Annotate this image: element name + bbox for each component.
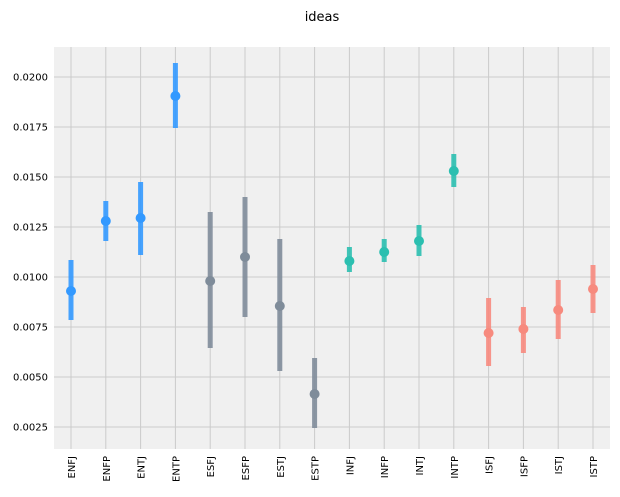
y-tick-label: 0.0100: [13, 273, 48, 284]
y-tick-label: 0.0125: [13, 223, 48, 234]
data-point: [170, 91, 181, 101]
y-tick-label: 0.0050: [13, 373, 48, 384]
x-tick-label: ENFP: [102, 456, 113, 482]
y-axis-ticks: 0.0025 0.0050 0.0075 0.0100 0.0125 0.0150 0.01…: [13, 73, 48, 434]
data-point: [448, 166, 459, 176]
y-tick-label: 0.0075: [13, 323, 48, 334]
x-tick-label: ESTJ: [276, 456, 287, 478]
data-point: [553, 305, 564, 315]
data-point: [344, 256, 355, 266]
plot-area: [54, 47, 610, 449]
x-tick-label: ENTP: [171, 456, 182, 482]
x-tick-label: ISFP: [519, 456, 530, 477]
x-tick-label: INTJ: [415, 456, 426, 476]
x-tick-label: INFP: [380, 456, 391, 478]
data-point: [414, 236, 424, 246]
chart-title: ideas: [305, 10, 340, 25]
data-point: [135, 213, 146, 223]
data-point: [240, 252, 250, 262]
data-point: [66, 286, 76, 296]
data-marks: [66, 63, 598, 428]
x-tick-label: ESFP: [241, 456, 252, 480]
data-point: [100, 216, 111, 226]
x-tick-label: ISFJ: [485, 456, 496, 474]
x-tick-label: ISTJ: [554, 456, 565, 474]
data-point: [483, 328, 494, 338]
x-tick-label: ESFJ: [206, 456, 217, 477]
data-point: [205, 276, 216, 286]
x-tick-label: ESTP: [311, 456, 322, 481]
data-point: [309, 389, 320, 399]
x-axis-ticks: ENFJ ENFP ENTJ ENTP ESFJ ESFP ESTJ ESTP INFJ INFP…: [67, 456, 600, 482]
x-tick-label: ENFJ: [67, 456, 78, 479]
data-point: [379, 247, 390, 257]
data-point: [588, 284, 598, 294]
x-tick-label: ENTJ: [137, 456, 148, 479]
x-tick-label: ISTP: [589, 456, 600, 477]
data-point: [274, 301, 285, 311]
x-tick-label: INTP: [450, 456, 461, 479]
x-tick-label: INFJ: [345, 456, 356, 475]
y-tick-label: 0.0200: [13, 73, 48, 84]
y-tick-label: 0.0175: [13, 123, 48, 134]
data-point: [518, 324, 529, 334]
y-tick-label: 0.0025: [13, 423, 48, 434]
y-tick-label: 0.0150: [13, 173, 48, 184]
